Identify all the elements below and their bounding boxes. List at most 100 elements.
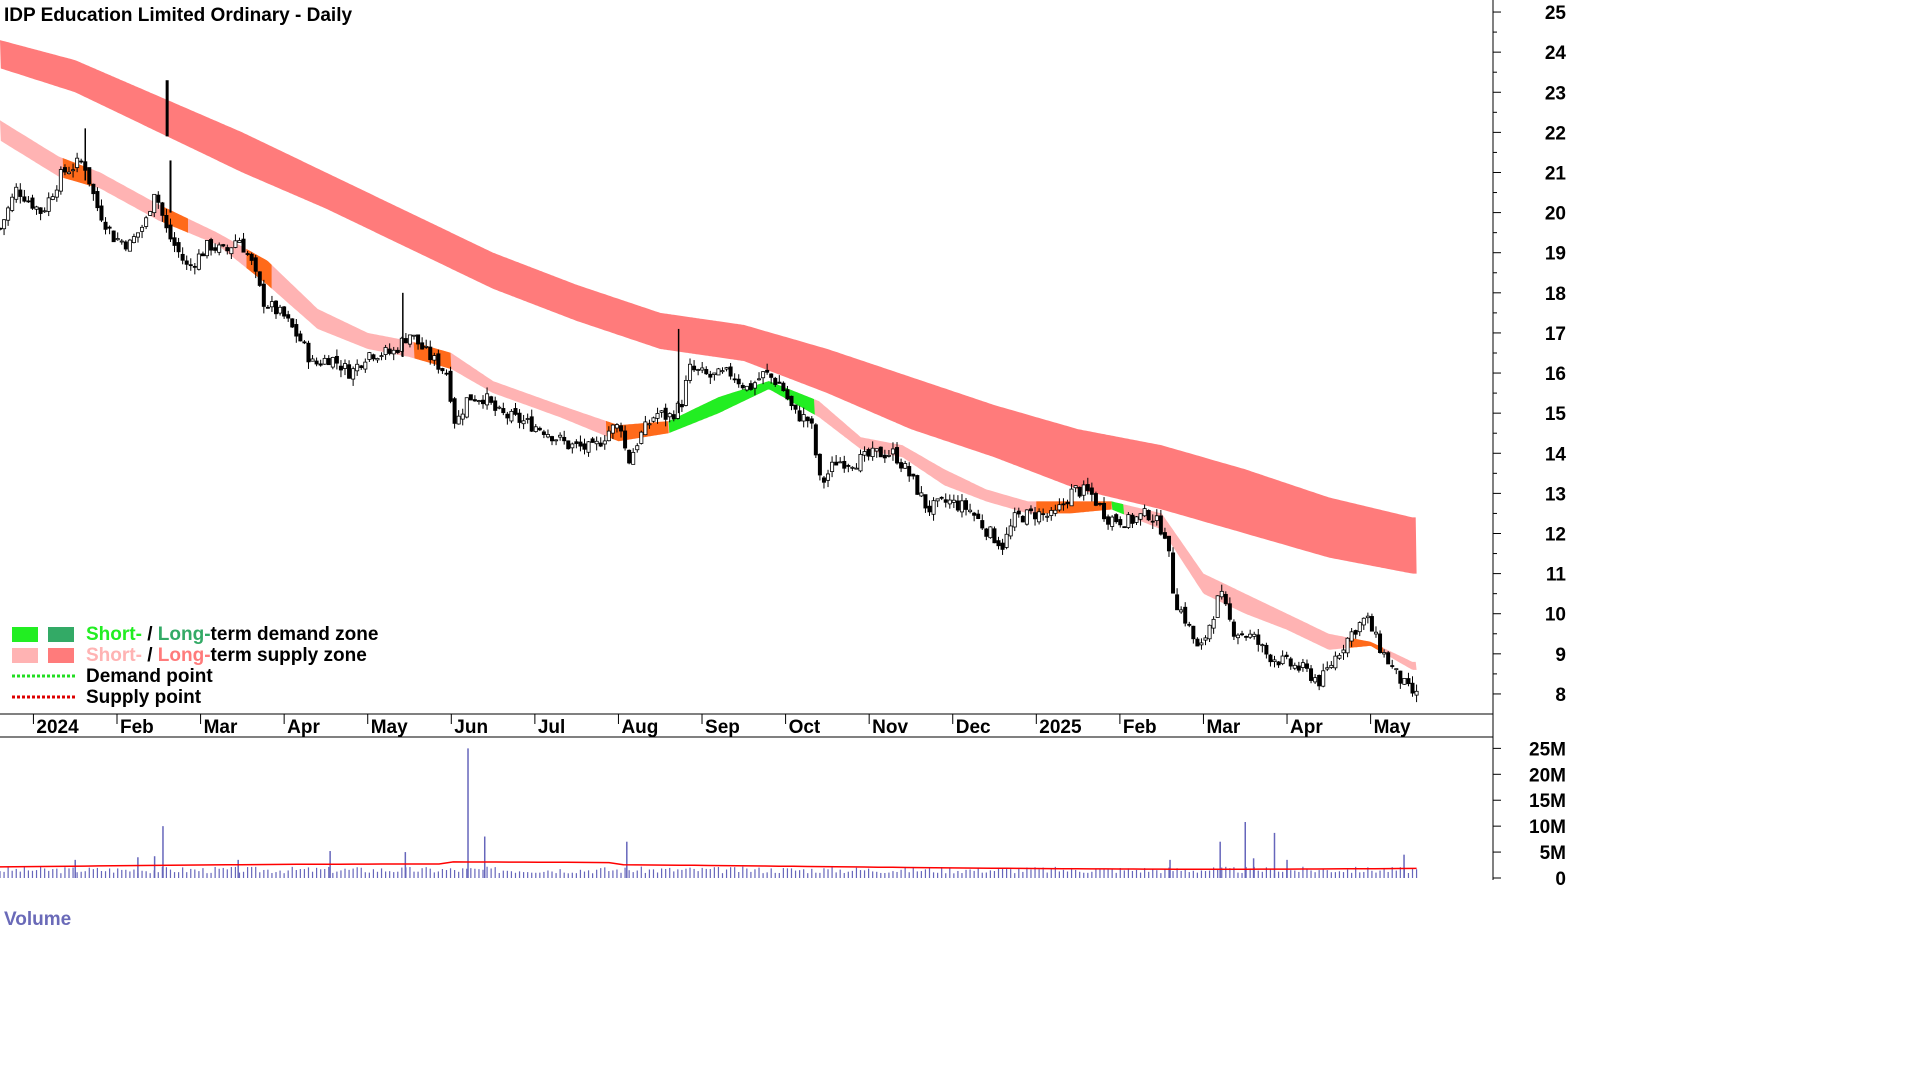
x-tick-label: Apr (1290, 717, 1323, 738)
candle-body (1142, 508, 1147, 517)
candle-body (1106, 516, 1111, 525)
candle-body (1357, 622, 1362, 633)
price-tick-label: 8 (1555, 685, 1566, 706)
candle-body (1069, 488, 1074, 507)
candle-body (1248, 633, 1253, 638)
candle-body (574, 441, 579, 444)
candle-body (716, 368, 721, 376)
candle-body (67, 171, 72, 175)
candle-body (347, 364, 352, 379)
x-tick-label: Nov (872, 717, 908, 738)
candle-body (306, 342, 311, 363)
candle-body (253, 257, 258, 272)
candle-body (261, 283, 266, 307)
candle-body (338, 365, 343, 371)
candle-body (1215, 595, 1220, 618)
candle-body (375, 358, 380, 361)
candle-body (846, 465, 851, 467)
candle-body (647, 423, 652, 426)
candle-body (1150, 520, 1155, 523)
price-tick-label: 17 (1545, 324, 1566, 345)
legend-text-part: / (142, 645, 158, 666)
candle-body (980, 520, 985, 529)
candle-body (1081, 484, 1086, 496)
legend-long-demand-swatch (48, 627, 74, 642)
candle-body (14, 186, 19, 200)
candle-body (310, 358, 315, 362)
candle-body (1097, 503, 1102, 505)
candle-body (663, 407, 668, 420)
candle-body (992, 528, 997, 544)
candle-body (440, 368, 445, 372)
candle-body (805, 416, 810, 422)
candle-body (821, 477, 826, 483)
candle-body (359, 365, 364, 368)
candle-body (95, 191, 100, 209)
candle-body (172, 237, 177, 246)
candle-body (1179, 609, 1184, 613)
candle-body (886, 454, 891, 457)
candle-body (850, 466, 855, 469)
candle-body (830, 461, 835, 472)
candle-body (298, 333, 303, 342)
candle-body (58, 169, 63, 192)
candle-body (696, 369, 701, 371)
candle-body (119, 240, 124, 243)
candle-body (1211, 618, 1216, 629)
candle-body (322, 357, 327, 365)
candle-body (209, 239, 214, 251)
price-tick-label: 24 (1545, 43, 1567, 64)
candle-body (257, 271, 262, 286)
legend-text-part: / (142, 624, 158, 645)
candle-body (606, 430, 611, 442)
candle-body (1199, 642, 1204, 646)
candle-body (1122, 526, 1127, 529)
candle-body (326, 358, 331, 366)
candle-body (379, 355, 384, 358)
candle-body (99, 205, 104, 221)
candle-body (785, 389, 790, 400)
candle-body (383, 347, 388, 355)
candle-body (671, 414, 676, 420)
candle-body (968, 509, 973, 513)
candle-body (71, 169, 76, 172)
price-tick-label: 9 (1555, 645, 1566, 666)
candle-body (996, 540, 1001, 547)
candle-body (874, 448, 879, 452)
candle-body (1398, 670, 1403, 684)
candle-body (1361, 617, 1366, 626)
candle-body (22, 196, 27, 202)
candle-body (505, 413, 510, 419)
x-tick-label: 2025 (1039, 717, 1082, 738)
candle-body (521, 420, 526, 425)
candle-body (578, 441, 583, 447)
long-term-supply-zone (0, 40, 1417, 574)
candle-body (817, 453, 822, 476)
candle-body (79, 160, 84, 163)
short-term-zone-cross-7 (1349, 637, 1384, 653)
candle-body (50, 196, 55, 200)
candle-body (38, 207, 43, 214)
candle-body (1292, 664, 1297, 669)
candle-body (728, 366, 733, 377)
candle-body (1114, 514, 1119, 523)
candle-body (635, 445, 640, 451)
candle-body (468, 394, 473, 401)
candle-body (351, 368, 356, 380)
candle-body (1227, 603, 1232, 620)
candle-body (570, 443, 575, 449)
short-term-demand-zone-1 (1111, 501, 1125, 515)
candle-body (558, 434, 563, 438)
candle-body (10, 196, 15, 211)
candle-body (939, 496, 944, 499)
price-tick-label: 14 (1545, 444, 1567, 465)
candle-body (903, 463, 908, 469)
candle-body (371, 354, 376, 360)
candle-body (286, 314, 291, 319)
candle-body (485, 393, 490, 406)
x-tick-label: Sep (705, 717, 740, 738)
candle-body (736, 378, 741, 385)
candle-body (598, 442, 603, 447)
price-tick-label: 18 (1545, 284, 1566, 305)
